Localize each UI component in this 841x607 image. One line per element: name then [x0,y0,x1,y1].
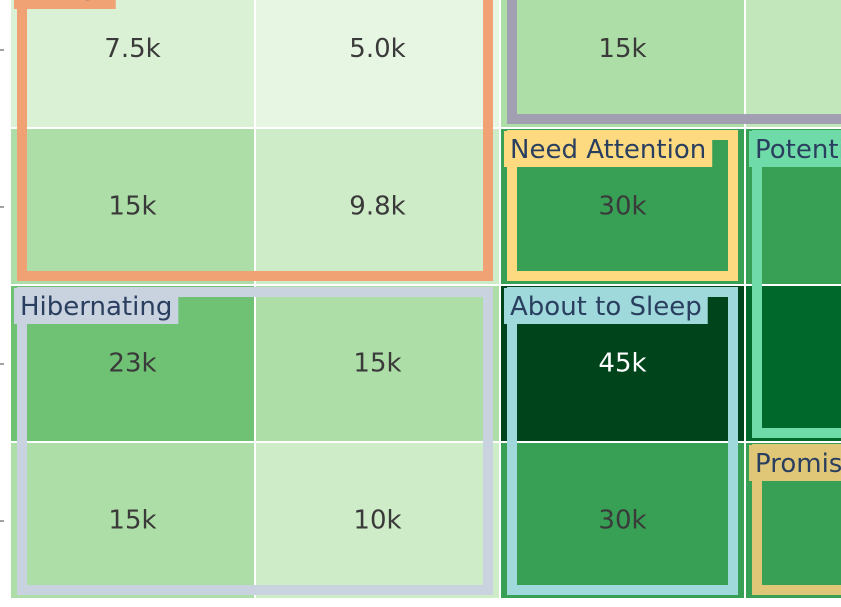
cell-value-label: 10k [353,506,401,536]
segment-label-text: Promising [755,449,841,479]
segment-border [17,0,493,281]
segment-label-text: At Risk [20,0,110,7]
axis-ticks [0,49,4,522]
segment-border [752,444,841,595]
segment-label-background [504,131,713,167]
heatmap-cell [11,443,254,598]
segment-overlays: At Risk Need Attention Potential Loyalists… [14,0,841,595]
segment-border [17,287,493,595]
segment-label-background [14,0,116,9]
cell-value-label: 15k [108,192,156,222]
cell-value-label: 7.5k [104,34,160,64]
heatmap-cell [501,0,744,127]
segment-label: Need Attention [504,131,713,167]
segment-label-background [749,131,841,167]
cell-value-label: 45k [598,349,646,379]
heatmap-cell [256,286,499,441]
segment-label: About to Sleep [504,288,708,324]
cell-value-label: 9.8k [349,192,405,222]
segment-border [507,0,841,124]
heatmap-cell [501,443,744,598]
cell-value-label: 15k [598,34,646,64]
cell-value-label: 30k [598,192,646,222]
segment-label-text: Hibernating [20,292,172,322]
cell-value-label: 15k [108,506,156,536]
heatmap-cell [11,129,254,284]
heatmap-cell [256,129,499,284]
cell-value-label: 30k [598,506,646,536]
segment-label: Potential Loyalists [749,131,841,167]
segment-label: Hibernating [14,288,179,324]
heatmap-cell [256,443,499,598]
segment-label: Promising [749,445,841,481]
segment-label: At Risk [14,0,116,9]
cell-value-label: 23k [108,349,156,379]
segment-label-text: About to Sleep [510,292,702,322]
cell-value-label: 5.0k [349,34,405,64]
segment-label-text: Potential Loyalists [755,135,841,165]
cell-value-label: 15k [353,349,401,379]
segment-label-text: Need Attention [510,135,706,165]
segment-label-background [504,288,708,324]
segment-label-background [749,445,841,481]
segment-border [752,130,841,438]
segment-label-background [14,288,179,324]
heatmap-cell [746,0,841,127]
heatmap-cell [256,0,499,127]
heatmap-cell [11,0,254,127]
